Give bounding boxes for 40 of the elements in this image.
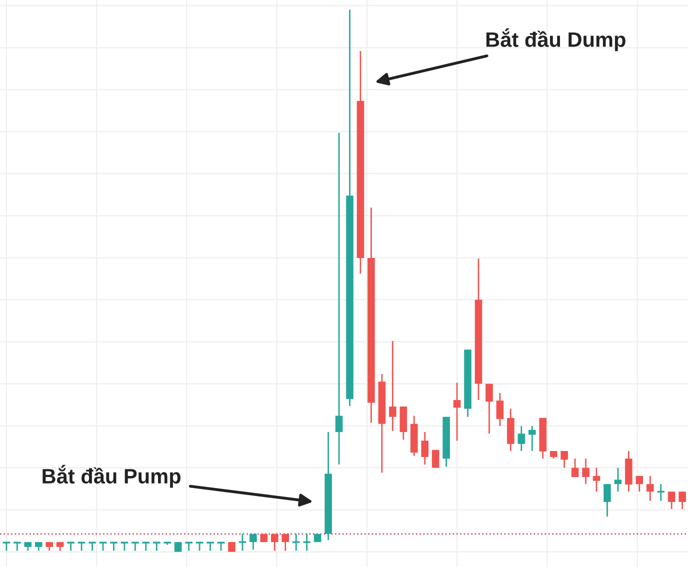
candlestick xyxy=(335,132,343,466)
candlestick xyxy=(678,490,686,510)
candlestick xyxy=(66,542,76,552)
candlestick xyxy=(646,475,654,502)
candlestick xyxy=(174,541,182,553)
candlestick xyxy=(184,542,194,552)
candlestick xyxy=(141,542,150,552)
annotation: Bắt đầu Pump xyxy=(42,464,180,488)
candlestick xyxy=(109,542,118,552)
annotation: Bắt đầu Dump xyxy=(486,28,626,52)
candlestick xyxy=(582,458,590,485)
candlestick xyxy=(656,483,666,502)
candlestick xyxy=(636,475,644,492)
candlestick xyxy=(152,542,162,552)
candlestick xyxy=(560,450,568,468)
candlestick xyxy=(228,541,236,553)
candlestick xyxy=(421,431,428,466)
candlestick xyxy=(528,425,536,452)
candlestick xyxy=(282,533,290,552)
candlestick xyxy=(130,542,140,552)
candlestick xyxy=(668,490,676,510)
candlestick xyxy=(389,340,396,432)
candlestick xyxy=(292,533,301,552)
candlestick xyxy=(614,467,622,492)
candlestick xyxy=(496,392,504,427)
candlestick xyxy=(432,449,440,468)
candlestick xyxy=(453,382,461,442)
candlestick xyxy=(88,542,97,552)
candlestick xyxy=(206,542,215,552)
candlestick xyxy=(604,483,611,518)
candlestick xyxy=(250,533,257,550)
candlestick xyxy=(302,533,312,552)
candlestick xyxy=(12,542,22,552)
candlestick xyxy=(270,533,278,552)
candlestick xyxy=(571,458,579,478)
candlestick xyxy=(2,542,11,552)
candlestick xyxy=(238,533,247,552)
candlestick xyxy=(518,425,526,452)
candlestick xyxy=(592,467,600,492)
candlestick xyxy=(486,383,493,434)
